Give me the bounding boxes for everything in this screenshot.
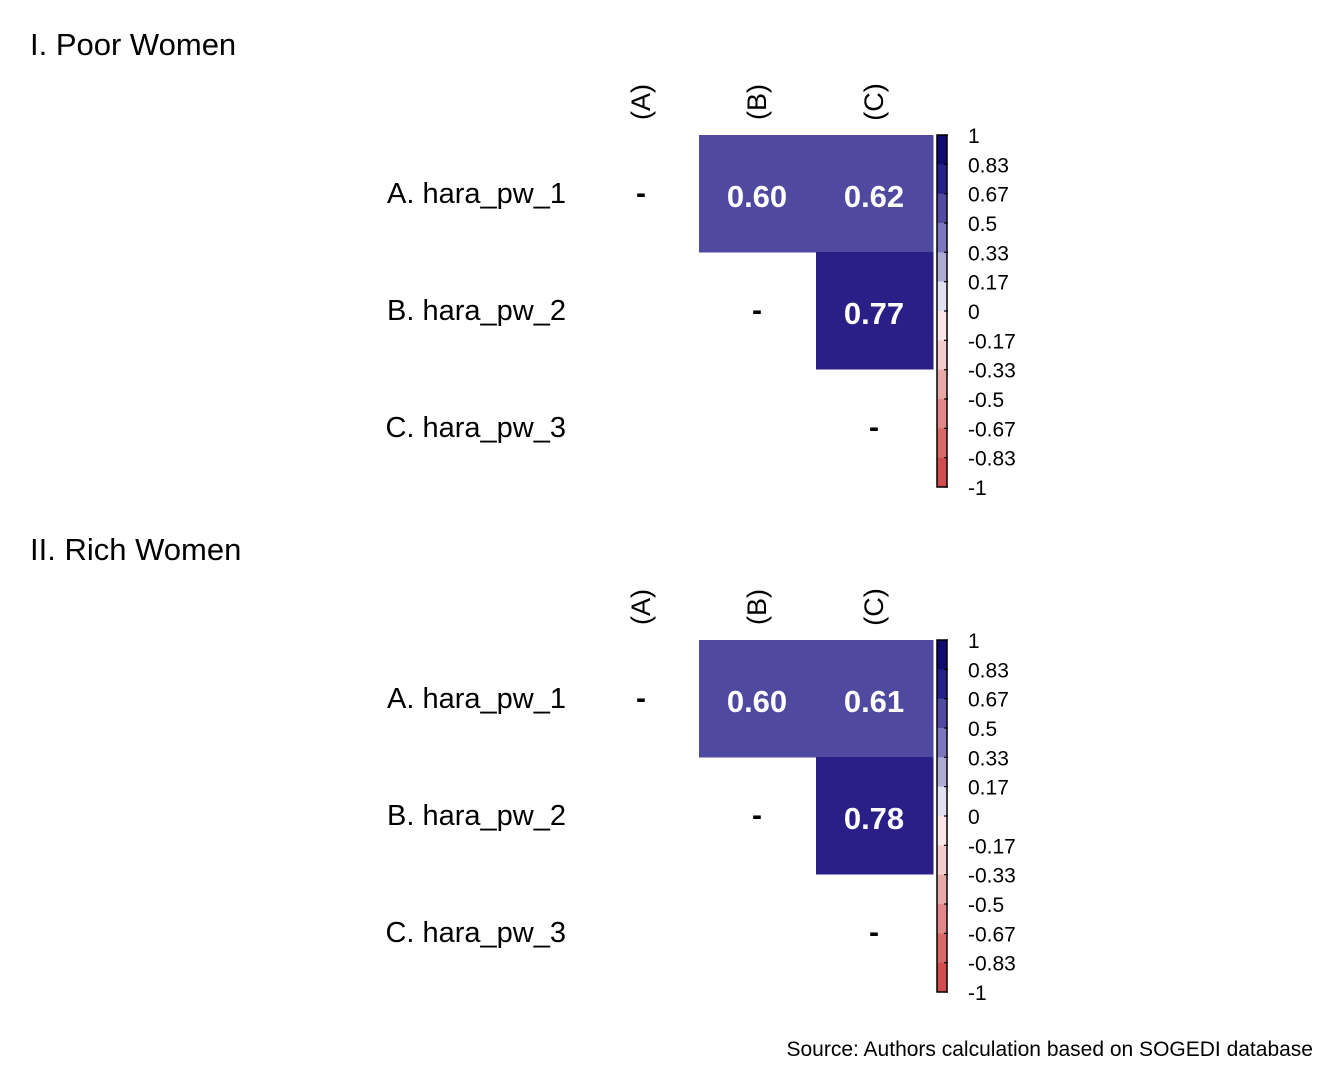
colorbar-tick-label: -0.67 (968, 418, 1016, 441)
heatmap-cell (816, 135, 934, 253)
colorbar-tick-label: 0.33 (968, 747, 1009, 770)
diagonal-dash: - (869, 411, 879, 444)
colorbar-segment (937, 311, 947, 341)
colorbar-segment (937, 223, 947, 253)
colorbar-tick-label: 0.5 (968, 718, 997, 741)
colorbar-tick-label: 0.67 (968, 689, 1009, 712)
colorbar-tick-label: -0.33 (968, 865, 1016, 888)
colorbar-segment (937, 252, 947, 283)
colorbar-segment (937, 728, 947, 758)
colorbar-tick-label: -0.5 (968, 389, 1004, 412)
row-label: B. hara_pw_2 (387, 295, 566, 327)
colorbar-segment (937, 816, 947, 846)
colorbar-segment (937, 933, 947, 964)
colorbar-segment (937, 757, 947, 788)
column-label: (A) (626, 84, 656, 120)
colorbar-segment (937, 369, 947, 400)
colorbar-tick-label: 0.83 (968, 659, 1009, 682)
panel-title: I. Poor Women (30, 27, 236, 62)
cell-value: 0.78 (844, 801, 904, 836)
colorbar-segment (937, 786, 947, 817)
colorbar-tick-label: -0.17 (968, 835, 1016, 858)
diagonal-dash: - (869, 916, 879, 949)
source-note: Source: Authors calculation based on SOG… (787, 1038, 1314, 1061)
column-label: (B) (742, 84, 772, 120)
column-label: (C) (859, 83, 889, 120)
row-label: A. hara_pw_1 (387, 178, 566, 210)
colorbar-segment (937, 399, 947, 429)
row-label: B. hara_pw_2 (387, 800, 566, 832)
heatmap-cell (816, 640, 934, 758)
cell-value: 0.62 (844, 179, 904, 214)
row-label: C. hara_pw_3 (385, 412, 566, 444)
heatmap-cell (699, 135, 817, 253)
column-label: (A) (626, 589, 656, 625)
colorbar-segment (937, 164, 947, 195)
colorbar-segment (937, 669, 947, 700)
heatmap-cell (816, 757, 934, 875)
colorbar-segment (937, 962, 947, 993)
colorbar-tick-label: 0 (968, 806, 980, 829)
colorbar-tick-label: -0.83 (968, 953, 1016, 976)
colorbar-tick-label: 0.17 (968, 777, 1009, 800)
colorbar-tick-label: 0.33 (968, 242, 1009, 265)
colorbar-tick-label: 0 (968, 301, 980, 324)
colorbar-segment (937, 845, 947, 876)
cell-value: 0.60 (727, 684, 787, 719)
colorbar-tick-label: -0.33 (968, 360, 1016, 383)
colorbar-tick-label: 0.5 (968, 213, 997, 236)
colorbar-tick-label: -1 (968, 982, 987, 1005)
colorbar-segment (937, 904, 947, 934)
colorbar-tick-label: -0.5 (968, 894, 1004, 917)
colorbar-segment (937, 193, 947, 224)
diagonal-dash: - (636, 682, 646, 715)
colorbar-segment (937, 698, 947, 729)
panel-title: II. Rich Women (30, 532, 241, 567)
diagonal-dash: - (752, 294, 762, 327)
colorbar-segment (937, 428, 947, 459)
column-label: (C) (859, 588, 889, 625)
colorbar-tick-label: 0.67 (968, 184, 1009, 207)
colorbar-tick-label: 1 (968, 125, 980, 148)
heatmap-cell (816, 252, 934, 370)
panel-1: I. Poor Women (A) (B) (C) A. hara_pw_1 - 0.60 0… (30, 27, 1016, 500)
colorbar-tick-label: -0.17 (968, 330, 1016, 353)
colorbar-tick-label: 0.17 (968, 272, 1009, 295)
colorbar-tick-label: -0.83 (968, 448, 1016, 471)
colorbar-tick-label: -1 (968, 477, 987, 500)
row-label: C. hara_pw_3 (385, 917, 566, 949)
colorbar-segment (937, 874, 947, 905)
colorbar-tick-label: 0.83 (968, 154, 1009, 177)
panel-2: II. Rich Women (A) (B) (C) A. hara_pw_1 - 0.60… (30, 532, 1016, 1005)
diagonal-dash: - (636, 177, 646, 210)
column-label: (B) (742, 589, 772, 625)
row-label: A. hara_pw_1 (387, 683, 566, 715)
cell-value: 0.61 (844, 684, 904, 719)
cell-value: 0.77 (844, 296, 904, 331)
colorbar-segment (937, 281, 947, 312)
diagonal-dash: - (752, 799, 762, 832)
colorbar-tick-label: 1 (968, 630, 980, 653)
colorbar-segment (937, 640, 947, 670)
colorbar-segment (937, 457, 947, 488)
colorbar-segment (937, 135, 947, 165)
heatmap-cell (699, 640, 817, 758)
cell-value: 0.60 (727, 179, 787, 214)
colorbar-tick-label: -0.67 (968, 923, 1016, 946)
colorbar-segment (937, 340, 947, 371)
